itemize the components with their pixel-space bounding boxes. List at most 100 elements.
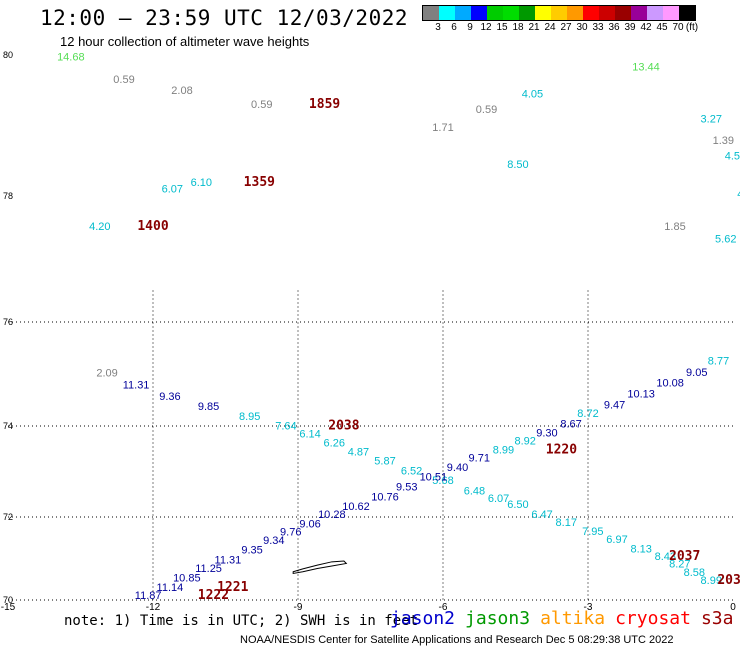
wave-height-label: 9.05 <box>686 367 707 379</box>
wave-height-label: 8.58 <box>684 567 705 579</box>
legend-swatch <box>471 6 487 20</box>
legend-tick-label: (ft) <box>685 22 699 33</box>
y-tick-label: 80 <box>3 50 13 60</box>
pass-time-label: 1400 <box>137 219 168 234</box>
island-outline <box>292 560 348 575</box>
wave-height-label: 6.48 <box>464 485 485 497</box>
wave-height-label: 9.30 <box>536 427 557 439</box>
x-tick-label: -3 <box>584 602 593 613</box>
legend-tick-label: 6 <box>451 22 457 33</box>
y-tick-label: 76 <box>3 317 13 327</box>
wave-height-label: 11.14 <box>157 582 184 594</box>
legend-tick-label: 3 <box>435 22 441 33</box>
wave-height-label: 13.44 <box>632 62 660 74</box>
pass-time-label: 1221 <box>217 580 248 595</box>
wave-height-label: 3.27 <box>701 114 722 126</box>
wave-height-label: 6.47 <box>531 509 552 521</box>
legend-tick-label: 9 <box>467 22 473 33</box>
wave-height-label: 9.06 <box>299 518 320 530</box>
legend-tick-label: 45 <box>656 22 668 33</box>
wave-height-label: 9.36 <box>159 391 180 403</box>
y-tick-label: 70 <box>3 595 13 605</box>
legend-tick-label: 36 <box>608 22 620 33</box>
satellite-s3a: s3a <box>700 608 734 629</box>
legend-swatch <box>439 6 455 20</box>
y-tick-label: 74 <box>3 421 13 431</box>
y-tick-label: 72 <box>3 512 13 522</box>
satellite-legend: jason2 jason3 altika cryosat s3a <box>390 608 733 629</box>
wave-height-label: 9.53 <box>396 482 417 494</box>
pass-time-label: 1359 <box>244 175 275 190</box>
pass-time-label: 2036 <box>717 573 740 588</box>
legend-swatch <box>519 6 535 20</box>
legend-tick-label: 15 <box>496 22 508 33</box>
legend-tick-label: 24 <box>544 22 556 33</box>
legend-swatch <box>679 6 695 20</box>
wave-height-label: 1.39 <box>713 135 734 147</box>
wave-height-label: 5.62 <box>715 234 736 246</box>
legend-tick-label: 39 <box>624 22 636 33</box>
legend-tick-label: 42 <box>640 22 652 33</box>
wave-height-label: 6.07 <box>488 493 509 505</box>
wave-height-label: 2.09 <box>96 368 117 380</box>
wave-height-label: 4.55 <box>725 150 740 162</box>
wave-height-label: 9.47 <box>604 399 625 411</box>
x-tick-label: -15 <box>1 602 16 613</box>
wave-height-label: 10.85 <box>173 572 201 584</box>
x-tick-label: -6 <box>439 602 448 613</box>
legend-swatch <box>663 6 679 20</box>
wave-height-label: 4.05 <box>522 88 543 100</box>
wave-height-label: 9.85 <box>198 401 219 413</box>
wave-height-label: 8.67 <box>560 418 581 430</box>
pass-time-label: 1220 <box>546 442 577 457</box>
pass-time-label: 1859 <box>309 97 340 112</box>
wave-height-label: 6.14 <box>299 428 320 440</box>
wave-height-label: 10.28 <box>318 509 346 521</box>
wave-height-label: 0.59 <box>113 74 134 86</box>
wave-height-label: 11.87 <box>135 590 162 602</box>
wave-height-label: 1.85 <box>664 221 685 233</box>
wave-height-label: 0.59 <box>476 104 497 116</box>
wave-height-label: 9.76 <box>280 527 301 539</box>
wave-height-label: 2.08 <box>171 85 192 97</box>
wave-height-label: 1.71 <box>432 122 453 134</box>
legend-tick-label: 21 <box>528 22 540 33</box>
y-tick-label: 78 <box>3 191 13 201</box>
wave-height-label: 8.50 <box>507 159 528 171</box>
color-legend <box>422 5 696 21</box>
wave-height-label: 6.10 <box>191 177 212 189</box>
wave-height-label: 8.95 <box>239 411 260 423</box>
satellite-altika: altika <box>540 608 606 629</box>
legend-swatch <box>487 6 503 20</box>
x-tick-label: 0 <box>730 602 736 613</box>
wave-height-label: 5.87 <box>374 456 395 468</box>
legend-tick-label: 12 <box>480 22 492 33</box>
chart-subtitle: 12 hour collection of altimeter wave hei… <box>60 34 310 49</box>
chart-title: 12:00 – 23:59 UTC 12/03/2022 <box>40 6 409 30</box>
legend-tick-label: 27 <box>560 22 572 33</box>
wave-height-label: 6.50 <box>507 499 528 511</box>
legend-tick-label: 33 <box>592 22 604 33</box>
wave-height-label: 8.17 <box>556 517 577 529</box>
wave-height-label: 14.68 <box>57 52 85 64</box>
footer-credit: NOAA/NESDIS Center for Satellite Applica… <box>240 634 674 646</box>
wave-height-label: 10.62 <box>342 501 370 513</box>
wave-height-label: 9.40 <box>447 462 468 474</box>
legend-swatch <box>423 6 439 20</box>
wave-height-label: 8.99 <box>701 575 722 587</box>
legend-swatch <box>583 6 599 20</box>
legend-swatch <box>647 6 663 20</box>
legend-swatch <box>599 6 615 20</box>
wave-height-label: 4.87 <box>348 447 369 459</box>
wave-height-label: 8.72 <box>577 408 598 420</box>
footer-note: note: 1) Time is in UTC; 2) SWH is in fe… <box>64 613 419 629</box>
wave-height-label: 6.26 <box>324 437 345 449</box>
wave-height-label: 8.13 <box>630 543 651 555</box>
wave-height-label: 8.99 <box>493 444 514 456</box>
wave-height-label: 4.20 <box>89 221 110 233</box>
wave-height-label: 7.95 <box>582 526 603 538</box>
legend-swatch <box>551 6 567 20</box>
wave-height-label: 11.25 <box>195 563 222 575</box>
color-legend-ticks: 3 6 9 12 15 18 21 24 27 30 33 36 39 42 45 70 (ft) <box>422 22 732 36</box>
